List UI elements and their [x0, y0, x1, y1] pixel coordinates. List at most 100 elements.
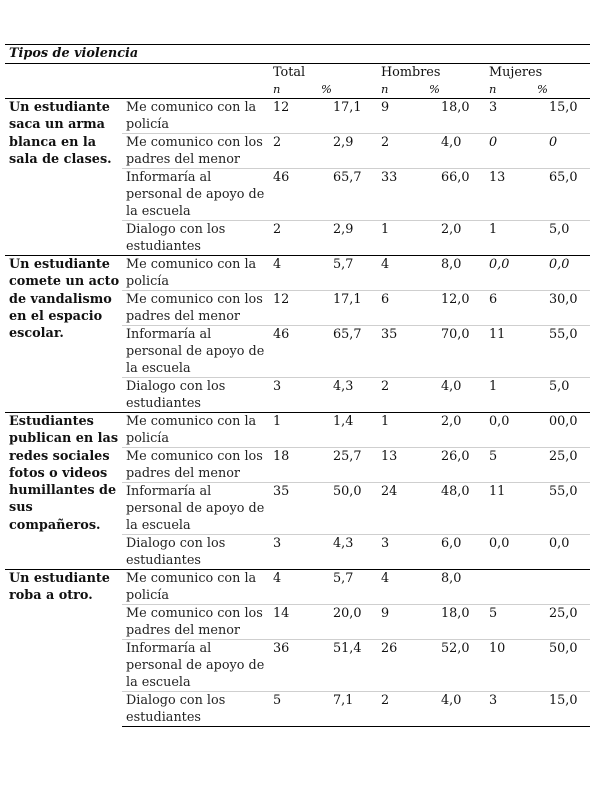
cell-n-mujeres: 0	[485, 133, 533, 169]
cell-n-total: 5	[269, 691, 317, 727]
subheader-spacer	[5, 81, 269, 99]
cell-pct-mujeres: 55,0	[533, 325, 591, 378]
cell-pct-total: 7,1	[317, 691, 377, 727]
table-title: Tipos de violencia	[5, 44, 591, 64]
scenario-label: Un estudiante roba a otro.	[5, 569, 122, 727]
cell-pct-hombres: 8,0	[425, 255, 485, 291]
cell-pct-mujeres: 5,0	[533, 377, 591, 413]
response-option: Dialogo con los estudiantes	[122, 377, 269, 413]
response-option: Me comunico con la policía	[122, 412, 269, 448]
group-header-total: Total	[273, 65, 306, 80]
table-row: Me comunico con los padres del menor 2 2,9…	[5, 133, 591, 169]
cell-pct-total: 5,7	[317, 569, 377, 605]
table-row: Dialogo con los estudiantes 2 2,9 1 2,0 1 5,0	[5, 220, 591, 256]
response-option: Informaría al personal de apoyo de la es…	[122, 482, 269, 535]
response-option: Me comunico con la policía	[122, 255, 269, 291]
subheader-n-mujeres: n	[485, 81, 533, 99]
table-row: Un estudiante comete un acto de vandalis…	[5, 255, 591, 413]
cell-pct-total: 25,7	[317, 447, 377, 483]
cell-n-total: 3	[269, 377, 317, 413]
cell-n-hombres: 2	[377, 377, 425, 413]
subheader-n-total: n	[269, 81, 317, 99]
cell-pct-total: 51,4	[317, 639, 377, 692]
cell-pct-mujeres: 0,0	[533, 255, 591, 291]
cell-pct-mujeres: 00,0	[533, 412, 591, 448]
group-header-mujeres: Mujeres	[489, 65, 543, 80]
cell-n-hombres: 4	[377, 569, 425, 605]
subheader-pct-hombres: %	[425, 81, 485, 99]
cell-n-mujeres: 11	[485, 325, 533, 378]
cell-n-hombres: 13	[377, 447, 425, 483]
cell-pct-hombres: 18,0	[425, 98, 485, 134]
cell-pct-hombres: 18,0	[425, 604, 485, 640]
cell-pct-hombres: 2,0	[425, 220, 485, 256]
cell-n-total: 18	[269, 447, 317, 483]
cell-pct-total: 17,1	[317, 290, 377, 326]
cell-pct-hombres: 4,0	[425, 691, 485, 727]
cell-pct-total: 2,9	[317, 220, 377, 256]
cell-n-hombres: 26	[377, 639, 425, 692]
cell-n-total: 1	[269, 412, 317, 448]
cell-n-hombres: 24	[377, 482, 425, 535]
cell-pct-mujeres: 65,0	[533, 168, 591, 221]
cell-pct-hombres: 4,0	[425, 377, 485, 413]
cell-pct-hombres: 12,0	[425, 290, 485, 326]
table-row: Dialogo con los estudiantes 5 7,1 2 4,0 3 15,0	[5, 691, 591, 727]
cell-pct-hombres: 6,0	[425, 534, 485, 570]
cell-pct-hombres: 2,0	[425, 412, 485, 448]
table-row: Me comunico con los padres del menor 18 25…	[5, 447, 591, 483]
response-option: Me comunico con los padres del menor	[122, 447, 269, 483]
cell-pct-hombres: 66,0	[425, 168, 485, 221]
cell-pct-hombres: 70,0	[425, 325, 485, 378]
cell-pct-total: 65,7	[317, 168, 377, 221]
subheader-row: n % n % n %	[5, 81, 591, 99]
cell-pct-total: 4,3	[317, 377, 377, 413]
violence-table: Tipos de violencia Total Hombres Mujeres…	[5, 44, 591, 727]
response-option: Dialogo con los estudiantes	[122, 220, 269, 256]
group-header-hombres: Hombres	[381, 65, 441, 80]
response-option: Informaría al personal de apoyo de la es…	[122, 325, 269, 378]
cell-n-hombres: 9	[377, 604, 425, 640]
cell-pct-total: 1,4	[317, 412, 377, 448]
cell-n-hombres: 1	[377, 412, 425, 448]
table-row: Estudiantes publican en las redes social…	[5, 412, 591, 570]
cell-pct-mujeres: 25,0	[533, 604, 591, 640]
cell-n-hombres: 6	[377, 290, 425, 326]
cell-n-mujeres	[485, 569, 533, 605]
response-option: Dialogo con los estudiantes	[122, 691, 269, 727]
cell-pct-hombres: 26,0	[425, 447, 485, 483]
cell-pct-mujeres: 30,0	[533, 290, 591, 326]
cell-n-hombres: 4	[377, 255, 425, 291]
cell-pct-total: 17,1	[317, 98, 377, 134]
response-option: Me comunico con los padres del menor	[122, 133, 269, 169]
scenario-label: Un estudiante saca un arma blanca en la …	[5, 98, 122, 256]
cell-n-total: 46	[269, 325, 317, 378]
cell-pct-mujeres	[533, 569, 591, 605]
table-row: Informaría al personal de apoyo de la es…	[5, 325, 591, 378]
cell-n-hombres: 9	[377, 98, 425, 134]
cell-pct-mujeres: 15,0	[533, 691, 591, 727]
cell-pct-total: 2,9	[317, 133, 377, 169]
table-row: Un estudiante saca un arma blanca en la …	[5, 98, 591, 256]
cell-n-mujeres: 1	[485, 377, 533, 413]
cell-pct-mujeres: 50,0	[533, 639, 591, 692]
response-option: Me comunico con la policía	[122, 98, 269, 134]
cell-n-hombres: 35	[377, 325, 425, 378]
table-row: Informaría al personal de apoyo de la es…	[5, 168, 591, 221]
cell-n-mujeres: 3	[485, 691, 533, 727]
cell-n-total: 4	[269, 255, 317, 291]
table-row: Informaría al personal de apoyo de la es…	[5, 482, 591, 535]
cell-pct-mujeres: 5,0	[533, 220, 591, 256]
table-row: Me comunico con los padres del menor 12 17…	[5, 290, 591, 326]
title-row: Tipos de violencia	[5, 44, 591, 64]
response-option: Me comunico con los padres del menor	[122, 604, 269, 640]
cell-n-mujeres: 5	[485, 604, 533, 640]
cell-pct-mujeres: 0,0	[533, 534, 591, 570]
cell-n-total: 12	[269, 290, 317, 326]
table-row: Dialogo con los estudiantes 3 4,3 3 6,0 0,0 0,…	[5, 534, 591, 570]
response-option: Dialogo con los estudiantes	[122, 534, 269, 570]
table-row: Informaría al personal de apoyo de la es…	[5, 639, 591, 692]
response-option: Me comunico con los padres del menor	[122, 290, 269, 326]
cell-n-mujeres: 13	[485, 168, 533, 221]
cell-n-mujeres: 1	[485, 220, 533, 256]
